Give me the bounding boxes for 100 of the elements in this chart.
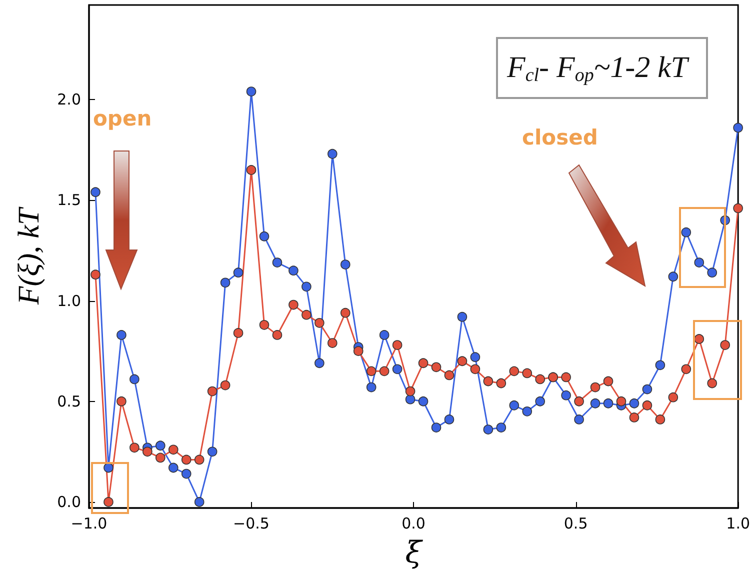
point xyxy=(366,382,376,392)
point xyxy=(655,414,666,424)
annotation: open xyxy=(93,106,152,130)
point xyxy=(522,368,532,378)
point xyxy=(457,356,468,366)
point xyxy=(340,260,350,270)
point xyxy=(616,396,626,406)
point xyxy=(483,376,494,386)
point xyxy=(168,444,178,455)
point xyxy=(168,462,178,473)
point xyxy=(302,310,312,320)
point xyxy=(681,364,692,374)
point xyxy=(156,452,166,463)
point xyxy=(302,282,312,292)
point xyxy=(405,394,416,404)
point xyxy=(366,366,376,376)
point xyxy=(194,454,204,465)
point xyxy=(431,362,442,372)
point xyxy=(246,86,256,96)
y-tick-label: 0.5 xyxy=(57,392,81,410)
point xyxy=(220,278,230,288)
point xyxy=(642,384,652,394)
annotation: closed xyxy=(522,126,598,150)
point xyxy=(405,386,416,396)
point xyxy=(90,270,100,280)
point xyxy=(431,422,442,432)
point xyxy=(496,422,506,432)
point xyxy=(574,414,584,424)
point xyxy=(104,462,114,473)
x-axis-title: ξ xyxy=(405,536,424,570)
point xyxy=(90,187,100,198)
point xyxy=(353,346,364,356)
y-tick-label: 2.0 xyxy=(57,90,81,109)
point xyxy=(181,454,192,465)
x-tick-label: 0.0 xyxy=(402,514,426,532)
point xyxy=(392,340,402,350)
y-axis-title: F(ξ), kT xyxy=(12,206,46,306)
point xyxy=(259,231,270,242)
point xyxy=(116,330,126,340)
point xyxy=(272,258,282,268)
point xyxy=(379,366,390,376)
point xyxy=(590,398,600,408)
point xyxy=(470,364,480,374)
x-tick-label: 0.5 xyxy=(564,514,588,532)
x-tick-label: 1.0 xyxy=(726,514,750,532)
point xyxy=(207,446,218,457)
point xyxy=(207,386,218,396)
point xyxy=(328,338,338,348)
y-tick-label: 1.0 xyxy=(57,292,81,310)
point xyxy=(156,440,166,451)
point xyxy=(233,268,244,278)
point xyxy=(314,358,324,368)
point xyxy=(130,374,140,384)
point xyxy=(288,266,298,276)
point xyxy=(328,148,338,159)
point xyxy=(259,320,270,330)
point xyxy=(288,300,298,310)
point xyxy=(561,390,571,400)
point xyxy=(483,424,494,434)
point xyxy=(340,308,350,318)
point xyxy=(629,412,640,422)
point xyxy=(116,396,126,406)
point xyxy=(379,330,390,340)
point xyxy=(694,334,704,344)
point xyxy=(418,358,428,368)
point xyxy=(694,258,704,268)
point xyxy=(233,328,244,338)
point xyxy=(733,122,743,133)
point xyxy=(130,442,140,453)
point xyxy=(707,268,718,278)
point xyxy=(535,396,546,406)
point xyxy=(733,203,743,214)
point xyxy=(603,376,614,386)
point xyxy=(392,364,402,374)
point xyxy=(629,398,640,408)
point xyxy=(603,398,614,408)
point xyxy=(314,318,324,328)
point xyxy=(668,392,678,402)
point xyxy=(509,400,520,410)
point xyxy=(681,227,692,238)
point xyxy=(444,414,454,424)
point xyxy=(590,382,600,392)
x-tick-label: −0.5 xyxy=(233,514,270,532)
point xyxy=(444,370,454,380)
point xyxy=(509,366,520,376)
point xyxy=(668,272,678,282)
point xyxy=(561,372,571,382)
point xyxy=(104,497,114,507)
point xyxy=(470,352,480,362)
point xyxy=(535,374,546,384)
point xyxy=(142,446,152,457)
point xyxy=(574,396,584,406)
point xyxy=(642,400,652,410)
point xyxy=(418,396,428,406)
point xyxy=(522,406,532,416)
y-tick-label: 0.0 xyxy=(57,492,81,511)
point xyxy=(655,360,666,370)
point xyxy=(707,378,718,388)
point xyxy=(194,497,204,507)
point xyxy=(246,165,256,175)
